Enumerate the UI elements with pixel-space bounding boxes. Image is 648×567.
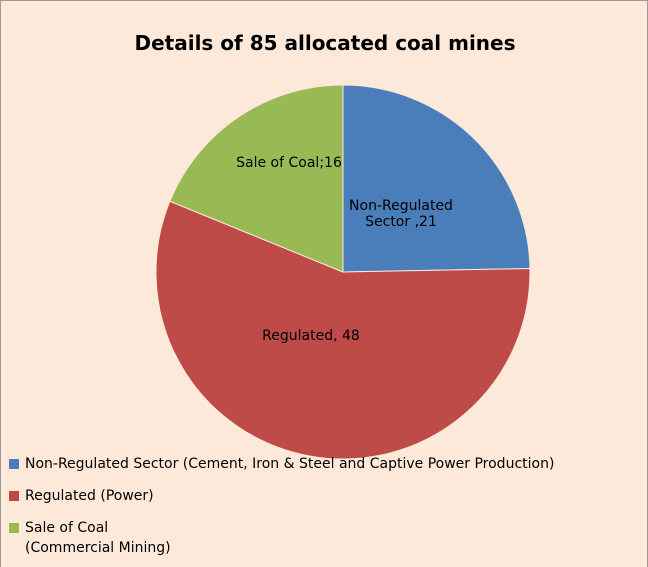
legend-item: Sale of Coal (Commercial Mining) bbox=[9, 518, 554, 558]
chart-title: Details of 85 allocated coal mines bbox=[134, 31, 516, 55]
pie-slice bbox=[342, 84, 531, 273]
legend-swatch bbox=[9, 459, 19, 469]
legend-label: Non-Regulated Sector (Cement, Iron & Ste… bbox=[25, 456, 555, 472]
pie-slice bbox=[169, 84, 344, 273]
legend-swatch bbox=[9, 523, 19, 533]
data-label: Non-Regulated Sector ,21 bbox=[349, 198, 453, 230]
pie-slice bbox=[155, 200, 531, 460]
data-label: Regulated, 48 bbox=[262, 328, 360, 344]
legend-item: Non-Regulated Sector (Cement, Iron & Ste… bbox=[9, 454, 554, 474]
legend-label: Regulated (Power) bbox=[25, 488, 154, 504]
legend-item: Regulated (Power) bbox=[9, 486, 554, 506]
legend-label: Sale of Coal (Commercial Mining) bbox=[25, 520, 171, 556]
data-label: Sale of Coal;16 bbox=[236, 155, 342, 171]
legend: Non-Regulated Sector (Cement, Iron & Ste… bbox=[9, 454, 554, 567]
legend-swatch bbox=[9, 491, 19, 501]
